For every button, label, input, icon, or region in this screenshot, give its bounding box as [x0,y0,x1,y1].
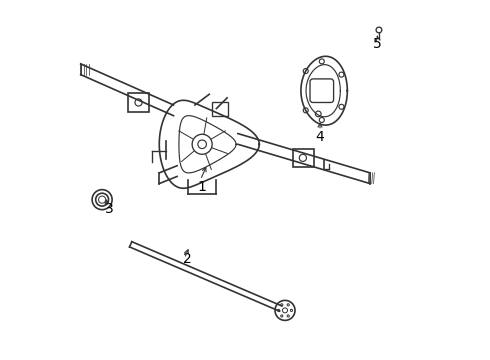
Circle shape [281,304,283,306]
Circle shape [339,104,344,109]
FancyBboxPatch shape [310,79,334,103]
FancyBboxPatch shape [293,149,314,167]
Text: 3: 3 [105,202,114,216]
Circle shape [287,315,289,317]
Text: 1: 1 [197,180,207,194]
Circle shape [92,190,112,210]
Circle shape [277,309,280,311]
Circle shape [192,134,212,154]
Circle shape [303,68,308,73]
Circle shape [376,27,382,33]
FancyBboxPatch shape [212,103,228,116]
Text: 5: 5 [373,37,382,51]
Circle shape [135,99,142,106]
Circle shape [316,111,321,117]
Circle shape [291,309,293,311]
FancyBboxPatch shape [128,93,149,112]
Circle shape [281,315,283,317]
Circle shape [303,108,308,113]
Circle shape [96,193,109,206]
Circle shape [198,140,206,149]
Circle shape [283,308,288,313]
Circle shape [287,304,289,306]
Circle shape [299,154,306,161]
Circle shape [98,196,106,203]
Circle shape [319,59,324,64]
Circle shape [319,117,324,122]
Circle shape [275,300,295,320]
Circle shape [339,72,344,77]
Text: 4: 4 [316,130,324,144]
Text: 2: 2 [183,252,192,266]
